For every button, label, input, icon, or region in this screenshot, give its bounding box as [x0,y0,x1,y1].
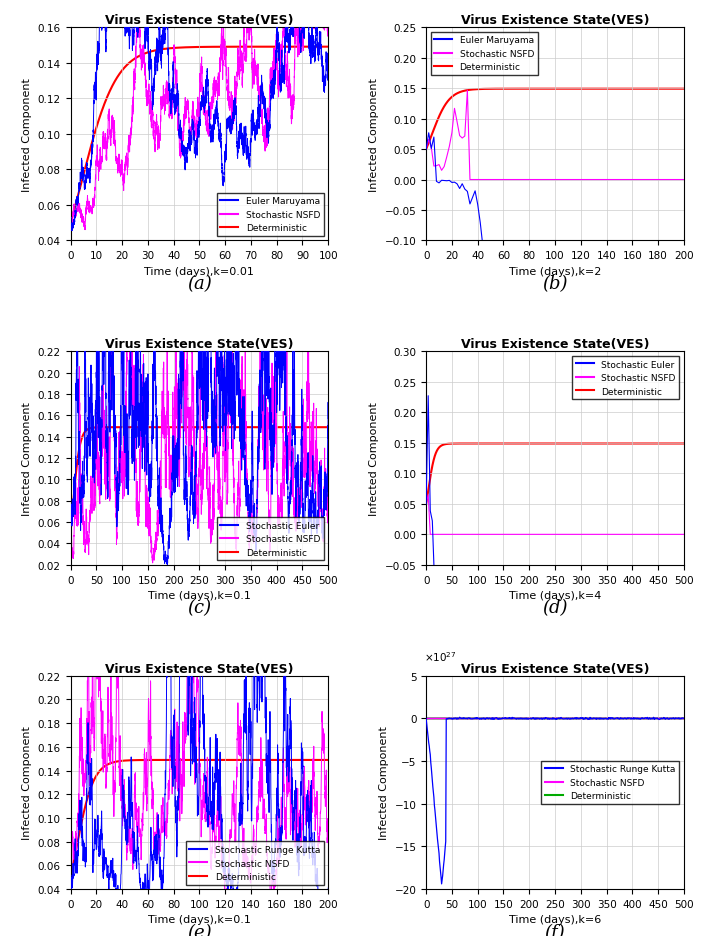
Y-axis label: Infected Component: Infected Component [22,402,32,516]
Y-axis label: Infected Component: Infected Component [369,402,379,516]
X-axis label: Time (days),k=0.01: Time (days),k=0.01 [145,267,255,276]
Y-axis label: Infected Component: Infected Component [379,725,389,840]
X-axis label: Time (days),k=0.1: Time (days),k=0.1 [148,914,251,925]
Title: Virus Existence State(VES): Virus Existence State(VES) [105,14,293,27]
Legend: Euler Maruyama, Stochastic NSFD, Deterministic: Euler Maruyama, Stochastic NSFD, Determi… [431,33,537,76]
Y-axis label: Infected Component: Infected Component [22,78,32,192]
Title: Virus Existence State(VES): Virus Existence State(VES) [105,338,293,351]
X-axis label: Time (days),k=6: Time (days),k=6 [509,914,601,925]
Text: (e): (e) [187,923,212,936]
Legend: Euler Maruyama, Stochastic NSFD, Deterministic: Euler Maruyama, Stochastic NSFD, Determi… [217,194,324,237]
Title: Virus Existence State(VES): Virus Existence State(VES) [461,662,649,675]
Legend: Stochastic Euler, Stochastic NSFD, Deterministic: Stochastic Euler, Stochastic NSFD, Deter… [572,357,680,400]
Text: $\times 10^{27}$: $\times 10^{27}$ [424,650,456,664]
Text: (a): (a) [187,275,212,293]
Legend: Stochastic Euler, Stochastic NSFD, Deterministic: Stochastic Euler, Stochastic NSFD, Deter… [217,518,324,561]
Text: (d): (d) [542,599,568,617]
Text: (b): (b) [542,275,568,293]
X-axis label: Time (days),k=0.1: Time (days),k=0.1 [148,591,251,601]
Text: (c): (c) [188,599,211,617]
Legend: Stochastic Runge Kutta, Stochastic NSFD, Deterministic: Stochastic Runge Kutta, Stochastic NSFD,… [541,761,680,804]
Y-axis label: Infected Component: Infected Component [22,725,32,840]
X-axis label: Time (days),k=2: Time (days),k=2 [509,267,601,276]
Legend: Stochastic Runge Kutta, Stochastic NSFD, Deterministic: Stochastic Runge Kutta, Stochastic NSFD,… [186,841,324,885]
X-axis label: Time (days),k=4: Time (days),k=4 [509,591,601,601]
Title: Virus Existence State(VES): Virus Existence State(VES) [105,662,293,675]
Title: Virus Existence State(VES): Virus Existence State(VES) [461,338,649,351]
Title: Virus Existence State(VES): Virus Existence State(VES) [461,14,649,27]
Text: (f): (f) [545,923,565,936]
Y-axis label: Infected Component: Infected Component [369,78,379,192]
